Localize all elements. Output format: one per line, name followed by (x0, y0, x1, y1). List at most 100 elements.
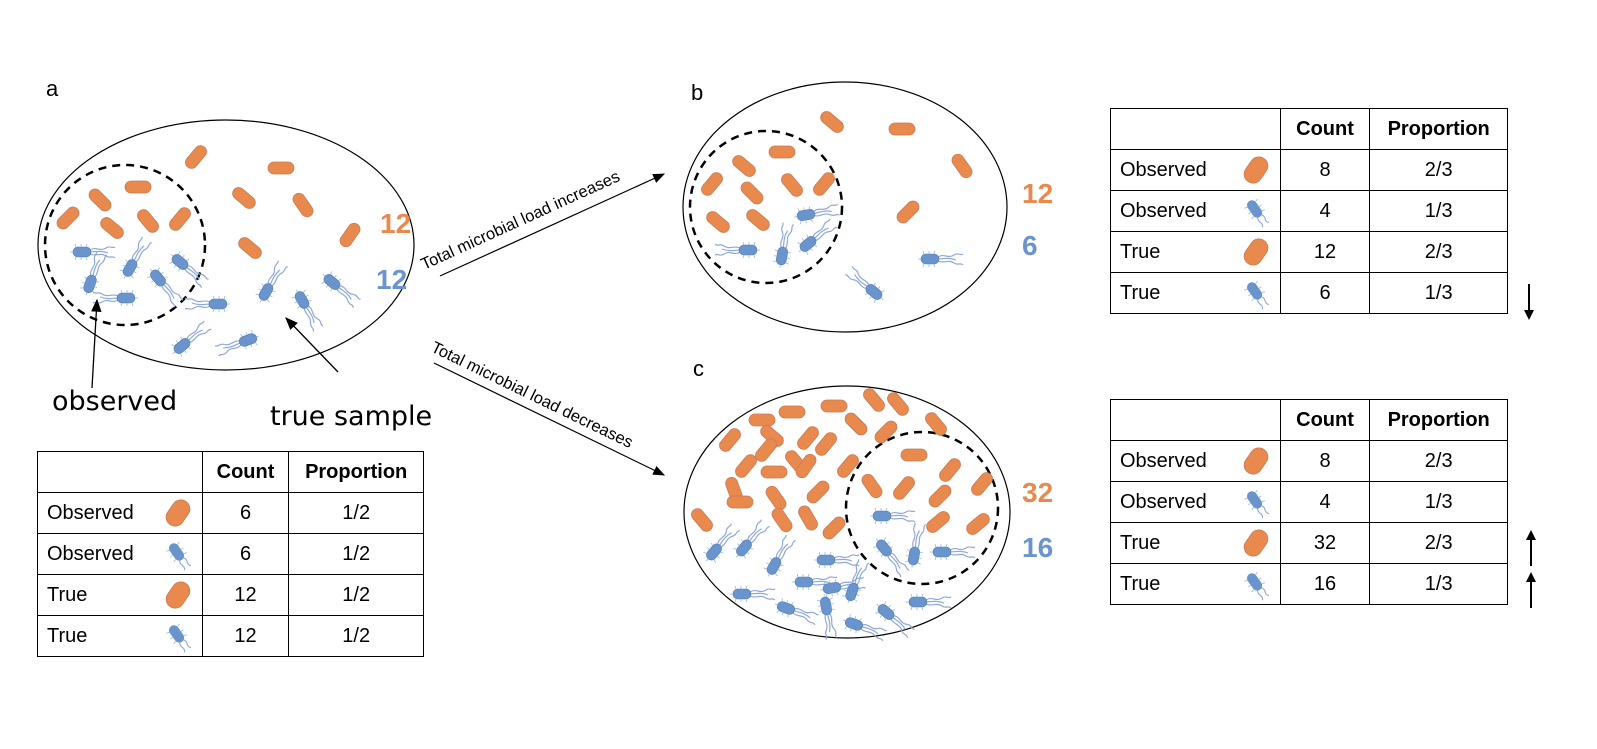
row-label: True (1120, 572, 1161, 595)
count-cell: 16 (1279, 563, 1371, 605)
proportion-cell: 2/3 (1369, 522, 1508, 564)
rod-bacteria-b (698, 108, 975, 236)
table-b: Count Proportion Observed 8 2/3 Observed 4 1/… (1110, 108, 1508, 314)
row-label-cell: Observed (1110, 481, 1281, 523)
row-label: Observed (1120, 449, 1207, 472)
observed-circle-a (43, 163, 207, 327)
table-row: Observed 4 1/3 (1110, 190, 1508, 232)
sample-ellipse-b (682, 81, 1008, 333)
row-label: True (1120, 531, 1161, 554)
observed-circle-b (688, 129, 844, 285)
row-label-cell: Observed (37, 492, 203, 534)
count-cell: 12 (201, 615, 290, 657)
table-row: True 16 1/3 (1110, 563, 1508, 605)
panel-a-letter: a (46, 76, 59, 101)
count-cell: 6 (201, 533, 290, 575)
row-label-cell: True (37, 574, 203, 616)
table-header-row: Count Proportion (1110, 108, 1508, 150)
rod-bacteria-a (54, 142, 363, 262)
row-label: Observed (1120, 490, 1207, 513)
header-proportion: Proportion (288, 451, 424, 493)
header-proportion: Proportion (1369, 399, 1508, 441)
flagellated-bacterium-icon (160, 534, 196, 574)
row-label-cell: Observed (37, 533, 203, 575)
decrease-arrow (433, 362, 666, 476)
proportion-cell: 1/3 (1369, 190, 1508, 232)
table-row: Observed 8 2/3 (1110, 149, 1508, 191)
row-label: Observed (47, 542, 134, 565)
table-row: Observed 4 1/3 (1110, 481, 1508, 523)
proportion-cell: 1/2 (288, 533, 424, 575)
table-row: True 6 1/3 (1110, 272, 1508, 314)
row-label: Observed (1120, 158, 1207, 181)
proportion-cell: 2/3 (1369, 149, 1508, 191)
row-label-cell: True (37, 615, 203, 657)
count-cell: 4 (1279, 190, 1371, 232)
observed-pointer-arrow (91, 298, 102, 389)
panel-a-blue-count: 12 (376, 264, 408, 295)
row-label-cell: Observed (1110, 440, 1281, 482)
header-count: Count (201, 451, 290, 493)
table-a: Count Proportion Observed 6 1/2 Observed 6 1/… (37, 451, 424, 657)
proportion-cell: 1/2 (288, 574, 424, 616)
panel-c-orange-count: 32 (1022, 477, 1054, 508)
up-arrow-icon (1526, 572, 1536, 608)
proportion-cell: 1/3 (1369, 563, 1508, 605)
row-label: Observed (1120, 199, 1207, 222)
table-header-row: Count Proportion (1110, 399, 1508, 441)
flagellated-bacteria-a (69, 234, 364, 361)
table-c: Count Proportion Observed 8 2/3 Observed 4 1/… (1110, 399, 1508, 605)
count-cell: 6 (1279, 272, 1371, 314)
row-label: True (47, 583, 88, 606)
proportion-cell: 1/3 (1369, 272, 1508, 314)
count-cell: 6 (201, 492, 290, 534)
proportion-cell: 2/3 (1369, 440, 1508, 482)
row-label-cell: True (1110, 563, 1281, 605)
table-header-row: Count Proportion (37, 451, 424, 493)
table-row: True 12 2/3 (1110, 231, 1508, 273)
count-cell: 8 (1279, 440, 1371, 482)
count-cell: 32 (1279, 522, 1371, 564)
observed-callout-label: observed (52, 386, 178, 417)
sample-ellipse-a (37, 119, 415, 371)
row-label-cell: True (1110, 272, 1281, 314)
flagellated-bacterium-icon (1238, 564, 1274, 604)
proportion-cell: 2/3 (1369, 231, 1508, 273)
row-label: True (1120, 240, 1161, 263)
proportion-cell: 1/2 (288, 615, 424, 657)
flagellated-bacterium-icon (1238, 191, 1274, 231)
count-cell: 12 (201, 574, 290, 616)
rod-bacterium-icon (1238, 523, 1274, 563)
table-row: Observed 8 2/3 (1110, 440, 1508, 482)
proportion-cell: 1/3 (1369, 481, 1508, 523)
decrease-arrow-label: Total microbial load decreases (428, 338, 635, 451)
row-label: Observed (47, 501, 134, 524)
up-arrow-icon (1526, 530, 1536, 566)
row-label-cell: True (1110, 231, 1281, 273)
table-row: True 32 2/3 (1110, 522, 1508, 564)
header-blank (37, 451, 203, 493)
row-label-cell: Observed (1110, 190, 1281, 232)
header-count: Count (1279, 108, 1371, 150)
panel-b-orange-count: 12 (1022, 178, 1054, 209)
panel-a-orange-count: 12 (380, 208, 412, 239)
rod-bacterium-icon (160, 493, 196, 533)
down-arrow-icon (1524, 284, 1534, 320)
header-blank (1110, 399, 1281, 441)
header-count: Count (1279, 399, 1371, 441)
true-sample-pointer-arrow (285, 317, 339, 373)
table-row: True 12 1/2 (37, 615, 424, 657)
count-cell: 12 (1279, 231, 1371, 273)
panel-b-blue-count: 6 (1022, 230, 1038, 261)
header-proportion: Proportion (1369, 108, 1508, 150)
rod-bacterium-icon (1238, 441, 1274, 481)
proportion-cell: 1/2 (288, 492, 424, 534)
row-label-cell: Observed (1110, 149, 1281, 191)
row-label: True (1120, 281, 1161, 304)
header-blank (1110, 108, 1281, 150)
table-row: Observed 6 1/2 (37, 533, 424, 575)
panel-c-blue-count: 16 (1022, 532, 1054, 563)
row-label: True (47, 624, 88, 647)
panel-c-letter: c (693, 356, 704, 381)
